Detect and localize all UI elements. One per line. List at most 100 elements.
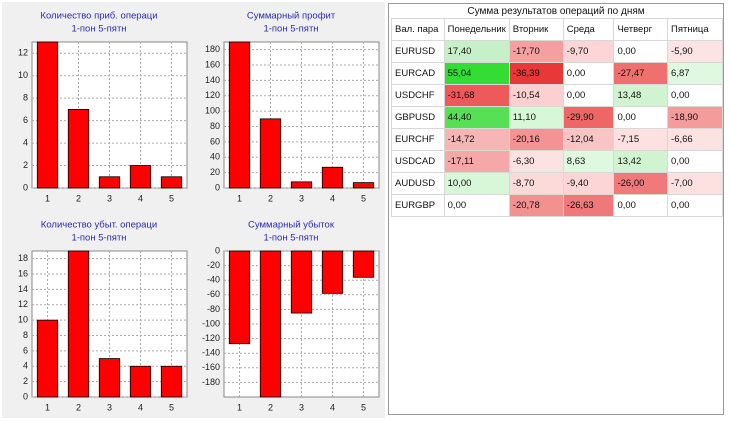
table-cell: 8,63	[562, 150, 615, 173]
table-cell: 0,00	[613, 40, 669, 63]
y-tick-label: 16	[18, 268, 28, 278]
charts-panel: Количество приб. операци 1-пон 5-пятн 0 2 4 6…	[2, 2, 385, 418]
table-cell: -10,54	[508, 84, 564, 107]
table-cell: -5,90	[667, 40, 723, 63]
table-row: EURUSD 17,40 -17,70 -9,70 0,00 -5,90	[391, 40, 723, 63]
header-cell: Понедельник	[443, 18, 510, 41]
chart: Суммарный профит 1-пон 5-пятн 0 20 40 60 80 100…	[194, 2, 384, 207]
x-tick-label: 4	[138, 402, 143, 412]
table-row: USDCAD -17,11 -6,30 8,63 13,42 0,00	[391, 150, 723, 173]
y-tick-label: 10	[18, 70, 28, 80]
y-tick-label: 10	[18, 315, 28, 325]
table-cell: 13,48	[613, 84, 669, 107]
table-cell: EURUSD	[391, 40, 445, 63]
table-cell: -20,16	[508, 128, 564, 151]
bar	[352, 250, 375, 278]
table-cell: EURCHF	[391, 128, 445, 151]
x-tick-label: 5	[361, 193, 366, 203]
y-tick-label: 120	[205, 90, 220, 100]
y-tick-label: 180	[205, 44, 220, 54]
table-cell: -31,68	[443, 84, 510, 107]
table-row: EURCAD 55,04 -36,39 0,00 -27,47 6,87	[391, 62, 723, 85]
table-cell: 6,87	[667, 62, 723, 85]
y-tick-label: 12	[18, 299, 28, 309]
table-cell: 13,42	[613, 150, 669, 173]
y-tick-label: 2	[23, 376, 28, 386]
table-cell: 0,00	[667, 150, 723, 173]
table-row: Вал. пара Понедельник Вторник Среда Четверг П…	[391, 18, 723, 41]
table-cell: -26,63	[562, 194, 615, 217]
bar	[129, 165, 152, 189]
x-tick-label: 4	[138, 193, 143, 203]
bar	[321, 166, 344, 189]
y-tick-label: 0	[23, 391, 28, 401]
y-tick-label: 0	[215, 245, 220, 255]
table-cell: -9,40	[562, 172, 615, 195]
table-cell: 0,00	[667, 194, 723, 217]
x-tick-label: 1	[237, 193, 242, 203]
table-row: AUDUSD 10,00 -8,70 -9,40 -26,00 -7,00	[391, 172, 723, 195]
y-tick-label: 100	[205, 106, 220, 116]
table-cell: 0,00	[562, 62, 615, 85]
table-cell: -7,00	[667, 172, 723, 195]
table-cell: -17,70	[508, 40, 564, 63]
table-cell: USDCAD	[391, 150, 445, 173]
y-tick-label: -60	[207, 289, 220, 299]
y-tick-label: 0	[215, 182, 220, 192]
y-tick-label: 8	[23, 93, 28, 103]
table-cell: GBPUSD	[391, 106, 445, 129]
bar	[290, 181, 313, 189]
x-tick-label: 4	[330, 402, 335, 412]
table-panel: Сумма результатов операций по дням Вал. …	[388, 3, 724, 415]
bar	[259, 250, 282, 398]
y-tick-label: -100	[202, 318, 220, 328]
y-tick-label: -20	[207, 260, 220, 270]
table-row: GBPUSD 44,40 11,10 -29,90 0,00 -18,90	[391, 106, 723, 129]
table-cell: 0,00	[613, 106, 669, 129]
chart-title: Количество убыт. операци	[41, 220, 157, 231]
table-cell: -26,00	[613, 172, 669, 195]
table-cell: -6,30	[508, 150, 564, 173]
chart: Суммарный убыток 1-пон 5-пятн 0 -20 -40 -60 -8…	[194, 211, 384, 416]
bar	[36, 41, 59, 189]
table-cell: -12,04	[562, 128, 615, 151]
table-cell: 0,00	[667, 84, 723, 107]
bar	[228, 250, 251, 345]
y-tick-label: 6	[23, 115, 28, 125]
y-tick-label: -80	[207, 304, 220, 314]
y-tick-label: -120	[202, 333, 220, 343]
table-cell: -9,70	[562, 40, 615, 63]
x-tick-label: 2	[268, 193, 273, 203]
y-tick-label: 160	[205, 59, 220, 69]
table-cell: 55,04	[443, 62, 510, 85]
x-tick-label: 4	[330, 193, 335, 203]
x-tick-label: 3	[299, 193, 304, 203]
y-tick-label: 12	[18, 48, 28, 58]
bar	[67, 108, 90, 189]
x-tick-label: 5	[169, 402, 174, 412]
chart-subtitle: 1-пон 5-пятн	[263, 233, 318, 244]
y-tick-label: 6	[23, 345, 28, 355]
y-tick-label: -180	[202, 377, 220, 387]
x-tick-label: 1	[237, 402, 242, 412]
table-cell: -17,11	[443, 150, 510, 173]
y-tick-label: 140	[205, 75, 220, 85]
y-tick-label: 80	[210, 121, 220, 131]
x-tick-label: 3	[107, 193, 112, 203]
y-tick-label: -140	[202, 348, 220, 358]
chart-subtitle: 1-пон 5-пятн	[71, 24, 126, 35]
y-tick-label: 40	[210, 152, 220, 162]
results-table: Вал. пара Понедельник Вторник Среда Четверг П…	[391, 18, 723, 217]
x-tick-label: 1	[45, 193, 50, 203]
table-cell: EURGBP	[391, 194, 445, 217]
header-cell: Среда	[562, 18, 615, 41]
header-cell: Вторник	[508, 18, 564, 41]
table-cell: AUDUSD	[391, 172, 445, 195]
chart-subtitle: 1-пон 5-пятн	[71, 233, 126, 244]
y-tick-label: 18	[18, 253, 28, 263]
table-cell: 44,40	[443, 106, 510, 129]
chart: Количество убыт. операци 1-пон 5-пятн 0 2 4 6…	[2, 211, 192, 416]
x-tick-label: 1	[45, 402, 50, 412]
y-tick-label: 8	[23, 330, 28, 340]
x-tick-label: 2	[268, 402, 273, 412]
